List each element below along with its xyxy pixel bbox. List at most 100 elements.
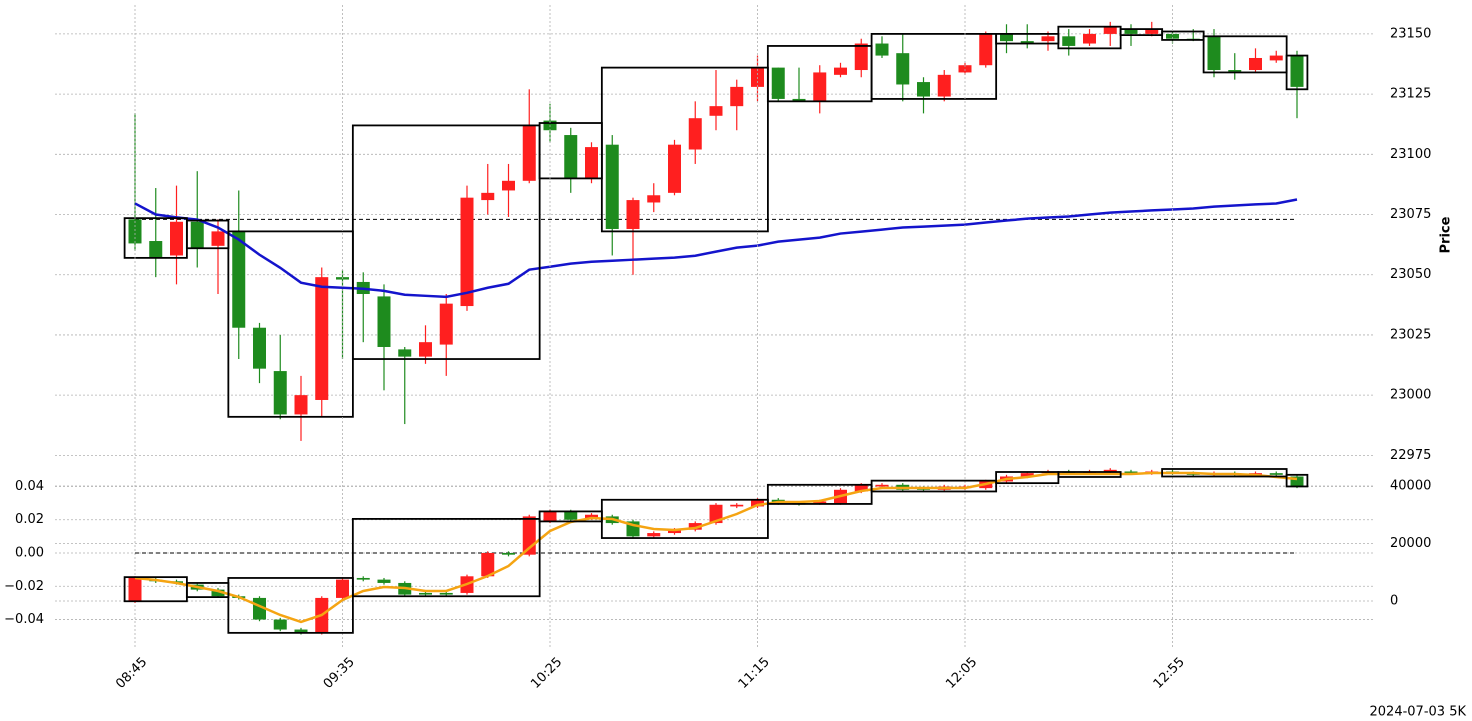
candle-body (875, 43, 889, 56)
candle-body (1249, 57, 1262, 71)
y-tick-label: 23050 (1390, 267, 1431, 282)
candle-body (170, 221, 183, 256)
range-box (870, 33, 998, 100)
candle-body (294, 395, 308, 415)
candle-body (730, 504, 744, 507)
candle-body (1000, 33, 1013, 42)
candle-body (398, 349, 412, 357)
candle-body (273, 371, 287, 415)
candle-body (792, 98, 806, 102)
y-tick-label: 0 (1390, 593, 1398, 608)
candle-body (294, 629, 308, 633)
y-tick-label: 22975 (1390, 448, 1431, 463)
candle-body (979, 33, 993, 66)
range-box (1285, 54, 1309, 91)
candle-body (668, 144, 681, 193)
candle-body (709, 504, 723, 524)
candle-body (1145, 29, 1159, 34)
candle-body (273, 619, 287, 630)
candle-body (730, 86, 744, 107)
range-box (600, 498, 769, 539)
candle-body (771, 67, 785, 99)
candle-body (668, 529, 681, 534)
candle-body (543, 511, 557, 522)
x-tick-label: 08:45 (113, 655, 150, 692)
candle-body (232, 231, 246, 328)
range-box (1202, 35, 1288, 74)
candle-body (1290, 476, 1304, 487)
candle-body (585, 147, 598, 179)
y-tick-label: 23000 (1390, 388, 1431, 403)
candle-body (564, 511, 578, 520)
candle-body (211, 589, 225, 597)
candle-body (502, 553, 515, 555)
candle-body (1062, 36, 1076, 46)
x-tick-label: 09:35 (321, 655, 358, 692)
range-box (1057, 471, 1122, 478)
range-box (227, 230, 354, 418)
candle-body (1103, 26, 1117, 34)
range-box (1161, 468, 1288, 478)
y-tick-label: −0.04 (4, 612, 44, 627)
range-box (1057, 25, 1122, 50)
candle-body (626, 200, 640, 229)
y-tick-label: 40000 (1390, 478, 1431, 493)
y-tick-label: 23075 (1390, 207, 1431, 222)
range-box (1285, 473, 1309, 488)
candle-body (896, 53, 910, 85)
candle-body (1269, 55, 1283, 61)
candle-body (937, 74, 951, 97)
candle-body (1124, 29, 1138, 34)
y-tick-label: 23100 (1390, 147, 1431, 162)
candle-body (813, 501, 827, 504)
indicator-line (134, 471, 1298, 624)
candle-body (834, 67, 847, 75)
candle-body (315, 277, 329, 400)
candle-body (377, 579, 391, 583)
candle-body (377, 296, 391, 347)
candle-body (253, 327, 266, 369)
x-tick-label: 10:25 (528, 655, 565, 692)
candle-body (854, 43, 868, 71)
candle-body (564, 135, 578, 179)
candle-body (502, 180, 515, 191)
range-box (766, 483, 873, 505)
candle-body (419, 342, 432, 357)
candle-body (1083, 33, 1096, 44)
y-tick-label: 20000 (1390, 536, 1431, 551)
candle-body (1020, 473, 1034, 477)
candle-body (439, 303, 453, 345)
candle-body (1041, 36, 1055, 42)
candle-body (481, 553, 495, 577)
candle-body (875, 484, 889, 487)
candle-body (1290, 55, 1304, 87)
candle-body (481, 192, 495, 201)
candle-body (460, 197, 474, 307)
candle-body (190, 221, 204, 249)
candle-body (1124, 471, 1138, 474)
y-tick-label: 23125 (1390, 87, 1431, 102)
candle-body (647, 533, 661, 537)
y-tick-label: 23150 (1390, 26, 1431, 41)
y-tick-label: 0.02 (15, 512, 44, 527)
y-tick-label: 0.00 (15, 546, 44, 561)
candle-body (958, 65, 972, 73)
candle-body (1020, 41, 1034, 44)
candle-body (128, 577, 142, 602)
candle-body (336, 579, 349, 598)
y-axis-label: Price (1439, 216, 1454, 253)
candle-body (605, 144, 619, 229)
x-tick-label: 12:05 (943, 655, 980, 692)
candle-body (854, 484, 868, 492)
y-tick-label: 23025 (1390, 327, 1431, 342)
candle-body (585, 514, 598, 519)
range-box (351, 124, 541, 360)
candle-body (356, 577, 370, 580)
candle-body (1103, 469, 1117, 472)
candle-body (917, 82, 930, 97)
candle-body (128, 219, 142, 244)
candle-body (813, 72, 827, 102)
candle-body (1207, 36, 1221, 71)
candle-body (688, 523, 702, 530)
